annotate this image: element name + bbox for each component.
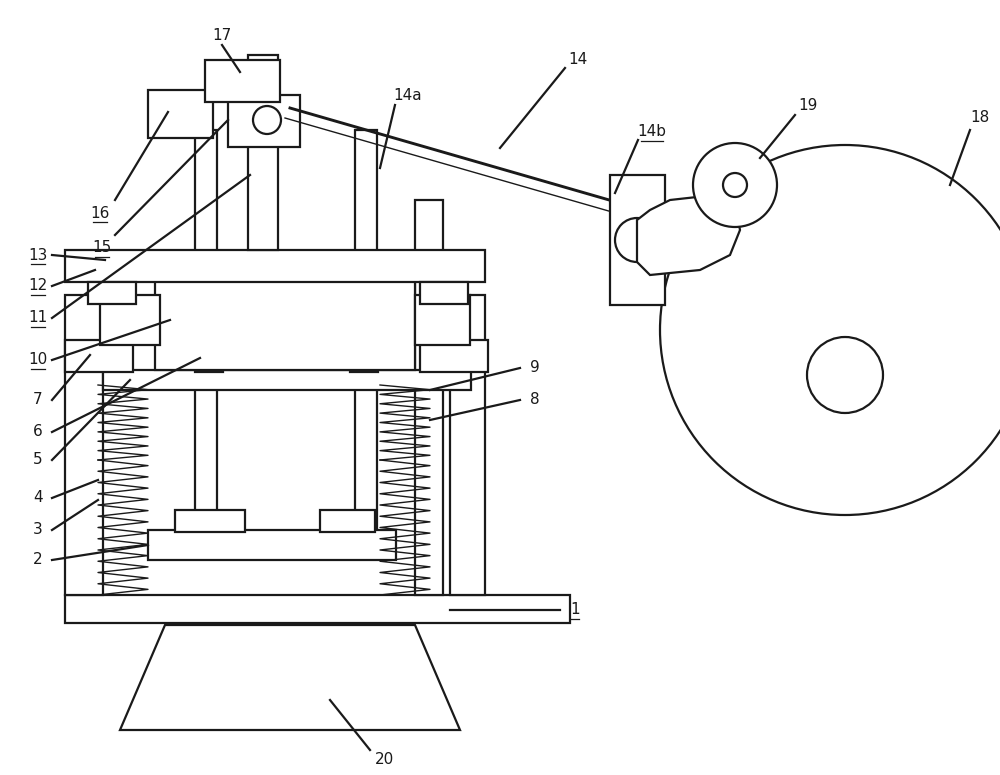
Text: 5: 5 <box>33 453 43 467</box>
Bar <box>350 350 378 372</box>
Bar <box>355 130 377 275</box>
Text: 17: 17 <box>212 27 232 43</box>
Text: 19: 19 <box>798 98 818 113</box>
Text: 16: 16 <box>90 205 110 221</box>
Text: 14: 14 <box>568 53 588 67</box>
Bar <box>195 290 217 545</box>
Bar <box>155 275 415 370</box>
Bar <box>148 530 396 560</box>
Text: 15: 15 <box>92 240 112 256</box>
Bar <box>195 350 223 372</box>
Circle shape <box>807 337 883 413</box>
Bar <box>450 295 485 595</box>
Bar <box>610 175 665 305</box>
Bar <box>100 295 160 345</box>
Text: 10: 10 <box>28 353 48 367</box>
Text: 18: 18 <box>970 111 990 126</box>
Text: 14b: 14b <box>638 125 666 140</box>
Circle shape <box>615 218 659 262</box>
Bar <box>320 510 375 532</box>
Text: 13: 13 <box>28 247 48 263</box>
Polygon shape <box>120 625 460 730</box>
Circle shape <box>693 143 777 227</box>
Bar <box>415 200 443 595</box>
Text: 11: 11 <box>28 311 48 326</box>
Circle shape <box>660 145 1000 515</box>
Text: 12: 12 <box>28 278 48 294</box>
Bar <box>148 90 213 138</box>
Bar <box>195 130 217 275</box>
Bar <box>420 340 488 372</box>
Text: 7: 7 <box>33 392 43 408</box>
Bar <box>205 60 280 102</box>
Bar <box>103 370 471 390</box>
Text: 8: 8 <box>530 392 540 408</box>
Bar <box>175 510 245 532</box>
Bar <box>88 282 136 304</box>
Text: 20: 20 <box>375 753 395 767</box>
Bar <box>355 290 377 545</box>
Circle shape <box>723 173 747 197</box>
Bar <box>420 282 468 304</box>
Bar <box>65 295 103 595</box>
Text: 9: 9 <box>530 360 540 376</box>
Bar <box>65 595 570 623</box>
Bar <box>65 340 133 372</box>
Text: 2: 2 <box>33 553 43 567</box>
Bar <box>248 55 278 250</box>
Bar <box>65 250 485 282</box>
Text: 1: 1 <box>570 602 580 618</box>
Polygon shape <box>637 195 740 275</box>
Bar <box>415 295 470 345</box>
Text: 14a: 14a <box>394 88 422 102</box>
Text: 3: 3 <box>33 522 43 538</box>
Bar <box>228 95 300 147</box>
Text: 4: 4 <box>33 491 43 505</box>
Circle shape <box>253 106 281 134</box>
Text: 6: 6 <box>33 425 43 439</box>
